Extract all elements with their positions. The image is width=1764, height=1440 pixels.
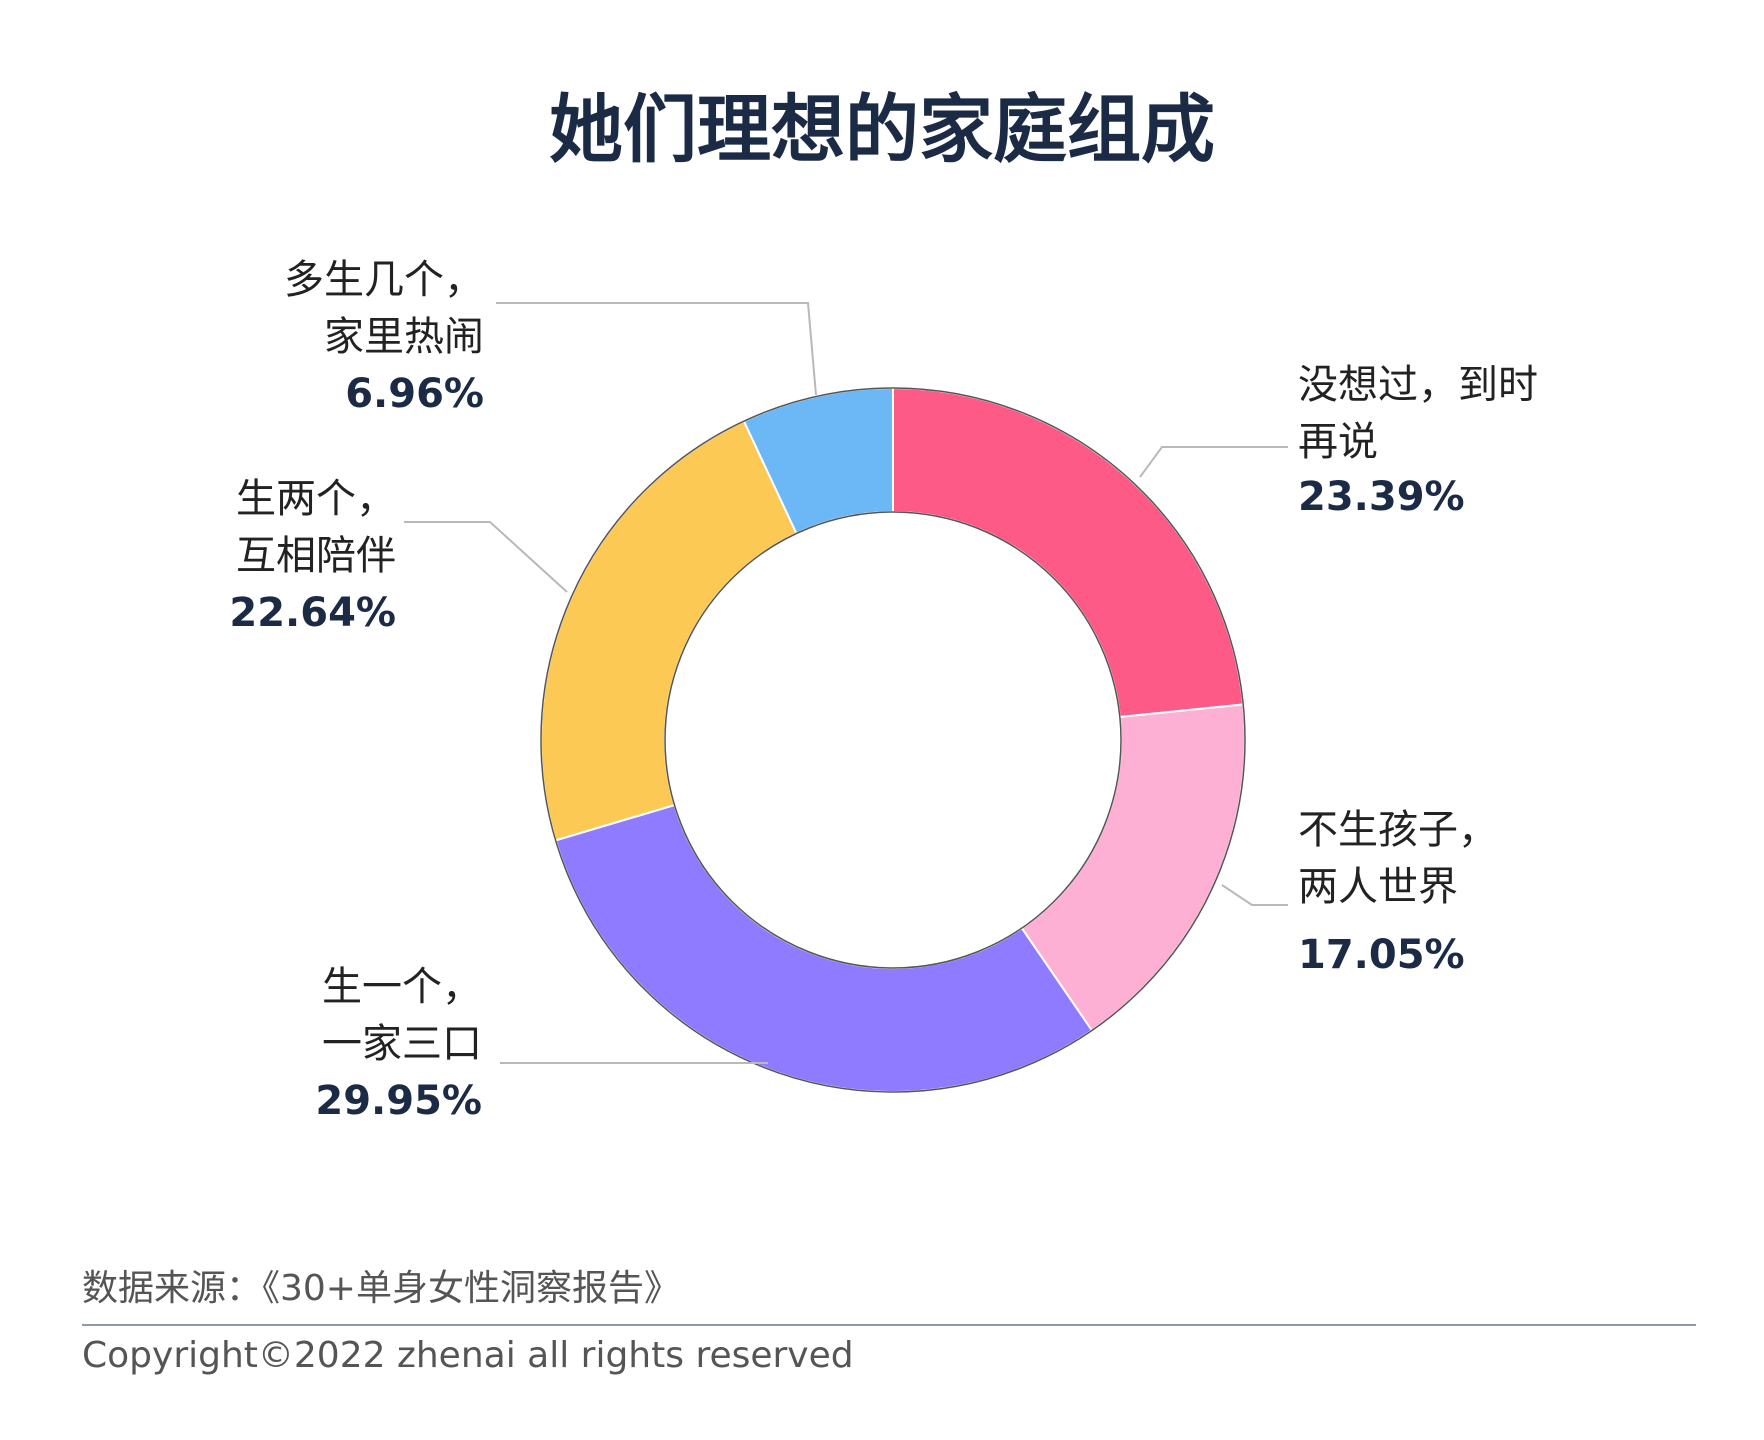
slice-label-line: 生一个， xyxy=(322,964,482,1010)
slice-label-line: 一家三口 xyxy=(322,1021,482,1067)
slice-value-label: 22.64% xyxy=(229,590,396,636)
copyright-note: Copyright©2022 zhenai all rights reserve… xyxy=(82,1335,854,1376)
leader-line xyxy=(1221,884,1288,906)
slice-label-line: 生两个， xyxy=(236,476,396,522)
chart-title: 她们理想的家庭组成 xyxy=(549,87,1215,173)
slice-label-line: 再说 xyxy=(1298,419,1378,465)
slice-value-label: 6.96% xyxy=(345,371,484,417)
leader-line xyxy=(496,302,817,396)
slice-label-line: 两人世界 xyxy=(1298,864,1458,910)
slice-value-label: 23.39% xyxy=(1298,474,1465,520)
source-note: 数据来源：《30+单身女性洞察报告》 xyxy=(82,1268,680,1309)
donut-outer-ring xyxy=(540,387,1246,1093)
slice-label-line: 没想过，到时 xyxy=(1298,362,1538,408)
leader-line xyxy=(1139,446,1288,478)
donut-inner-ring xyxy=(664,511,1122,969)
donut-slice-2 xyxy=(554,803,1094,1093)
slice-label-line: 多生几个， xyxy=(284,257,484,303)
slice-label-line: 家里热闹 xyxy=(324,314,484,360)
slice-label-line: 互相陪伴 xyxy=(236,533,396,579)
donut-slices xyxy=(540,386,1246,1093)
leader-line xyxy=(404,521,568,593)
slice-label-line: 不生孩子， xyxy=(1298,807,1498,853)
slice-value-label: 29.95% xyxy=(315,1078,482,1124)
slice-value-label: 17.05% xyxy=(1298,932,1465,978)
